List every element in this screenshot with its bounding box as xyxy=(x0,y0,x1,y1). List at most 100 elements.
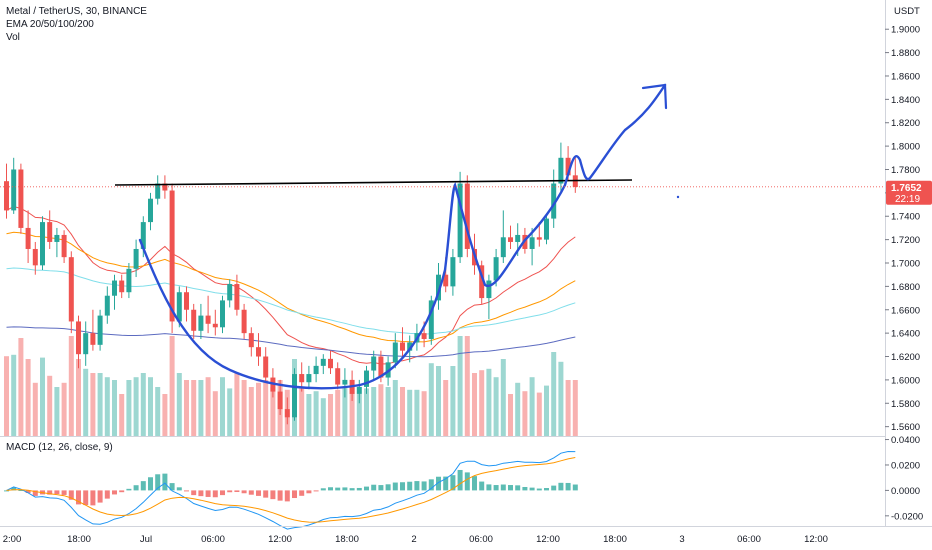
volume-bar xyxy=(558,361,564,436)
volume-bar xyxy=(76,359,81,436)
arrow-head-drawing xyxy=(641,83,668,110)
macd-histogram-bar xyxy=(407,481,413,491)
volume-bar xyxy=(342,387,348,436)
time-tick-label: Jul xyxy=(140,534,152,545)
time-tick-label: 06:00 xyxy=(469,534,493,545)
candle-body xyxy=(256,347,261,357)
macd-histogram-bar xyxy=(306,490,312,494)
volume-bar xyxy=(472,373,477,436)
macd-histogram-bar xyxy=(169,483,175,491)
price-tick-label: 1.6800 xyxy=(891,282,920,293)
macd-histogram-bar xyxy=(335,487,341,491)
vol-legend: Vol xyxy=(6,32,20,43)
volume-bar xyxy=(104,377,110,436)
macd-histogram-bar xyxy=(277,490,283,501)
candle-body xyxy=(486,280,492,299)
macd-histogram-bar xyxy=(119,490,125,493)
time-tick-label: 2:00 xyxy=(3,534,22,545)
macd-histogram-bar xyxy=(198,490,204,497)
volume-bar xyxy=(126,380,132,436)
candle-body xyxy=(11,169,17,211)
time-tick-label: 18:00 xyxy=(603,534,627,545)
time-tick-label: 06:00 xyxy=(737,534,761,545)
volume-bar xyxy=(220,377,225,436)
marker-dot xyxy=(676,195,680,199)
volume-bar xyxy=(356,394,362,436)
macd-histogram-bar xyxy=(4,490,9,492)
candle-body xyxy=(508,237,513,242)
candle-body xyxy=(263,356,269,378)
candle-body xyxy=(184,292,189,310)
macd-histogram-bar xyxy=(356,487,362,491)
macd-histogram-bar xyxy=(558,482,564,491)
macd-histogram-bar xyxy=(263,490,269,498)
volume-bar xyxy=(205,377,211,436)
macd-histogram-bar xyxy=(11,487,17,491)
volume-bar xyxy=(400,387,405,436)
volume-bar xyxy=(68,336,74,436)
volume-bar xyxy=(227,388,233,436)
time-axis: 2:00 18:00 Jul 06:00 12:00 18:00 2 06:00 12:00 18… xyxy=(3,534,828,545)
macd-histogram-bar xyxy=(536,488,542,491)
candle-body xyxy=(371,356,377,371)
candle-body xyxy=(493,257,499,281)
candle-body xyxy=(529,237,535,249)
candle-body xyxy=(328,358,333,369)
candle-body xyxy=(104,295,110,316)
macd-histogram-bar xyxy=(90,490,96,506)
macd-histogram-bar xyxy=(54,490,60,495)
macd-histogram-bar xyxy=(112,490,117,495)
ema-legend: EMA 20/50/100/200 xyxy=(6,19,94,30)
volume-bar xyxy=(25,359,31,436)
candle-body xyxy=(392,342,398,363)
price-tick-label: 1.8600 xyxy=(891,71,920,82)
time-tick-label: 18:00 xyxy=(335,534,359,545)
user-drawings xyxy=(0,83,885,390)
candle-body xyxy=(198,315,204,331)
candle-body xyxy=(191,309,197,331)
volume-bar xyxy=(565,380,571,436)
volume-bar xyxy=(112,380,117,436)
macd-histogram-bar xyxy=(133,485,139,491)
volume-bar xyxy=(536,392,542,436)
macd-histogram-bar xyxy=(148,477,153,491)
candle-body xyxy=(162,183,168,191)
macd-histogram-bar xyxy=(241,490,247,494)
candle-body xyxy=(169,190,175,322)
macd-histogram-bar xyxy=(270,490,276,500)
ema-50-line xyxy=(6,231,576,343)
candle-body xyxy=(90,333,96,345)
candle-body xyxy=(133,248,139,269)
candle-body xyxy=(421,333,427,339)
candle-body xyxy=(436,274,441,301)
candle-body xyxy=(515,234,521,242)
macd-histogram-bar xyxy=(378,485,384,491)
volume-bar xyxy=(97,373,103,436)
macd-histogram-bar xyxy=(349,488,355,491)
macd-histogram-bar xyxy=(486,484,492,491)
volume-bar xyxy=(551,352,557,436)
candle-body xyxy=(544,218,549,240)
candle-body xyxy=(400,342,405,351)
volume-bar xyxy=(169,336,175,436)
macd-histogram-bar xyxy=(472,476,477,491)
ema-100-line xyxy=(6,267,576,335)
last-price-tag: 1.7652 22:19 xyxy=(886,180,932,205)
macd-histogram-bar xyxy=(400,482,405,491)
volume-bar xyxy=(421,391,427,436)
candle-body xyxy=(76,321,81,355)
macd-histogram-bar xyxy=(385,484,391,491)
time-tick-label: 18:00 xyxy=(67,534,91,545)
macd-histogram-bar xyxy=(284,490,290,502)
candle-body xyxy=(248,333,254,348)
candle-body xyxy=(220,300,225,328)
volume-bar xyxy=(385,387,391,436)
volume-bar xyxy=(241,380,247,436)
volume-bar xyxy=(522,391,528,436)
price-tick-label: 1.9000 xyxy=(891,25,920,36)
volume-bar xyxy=(493,377,499,436)
macd-legend: MACD (12, 26, close, 9) xyxy=(6,442,113,453)
candle-body xyxy=(443,274,449,287)
volume-bar xyxy=(371,387,377,436)
